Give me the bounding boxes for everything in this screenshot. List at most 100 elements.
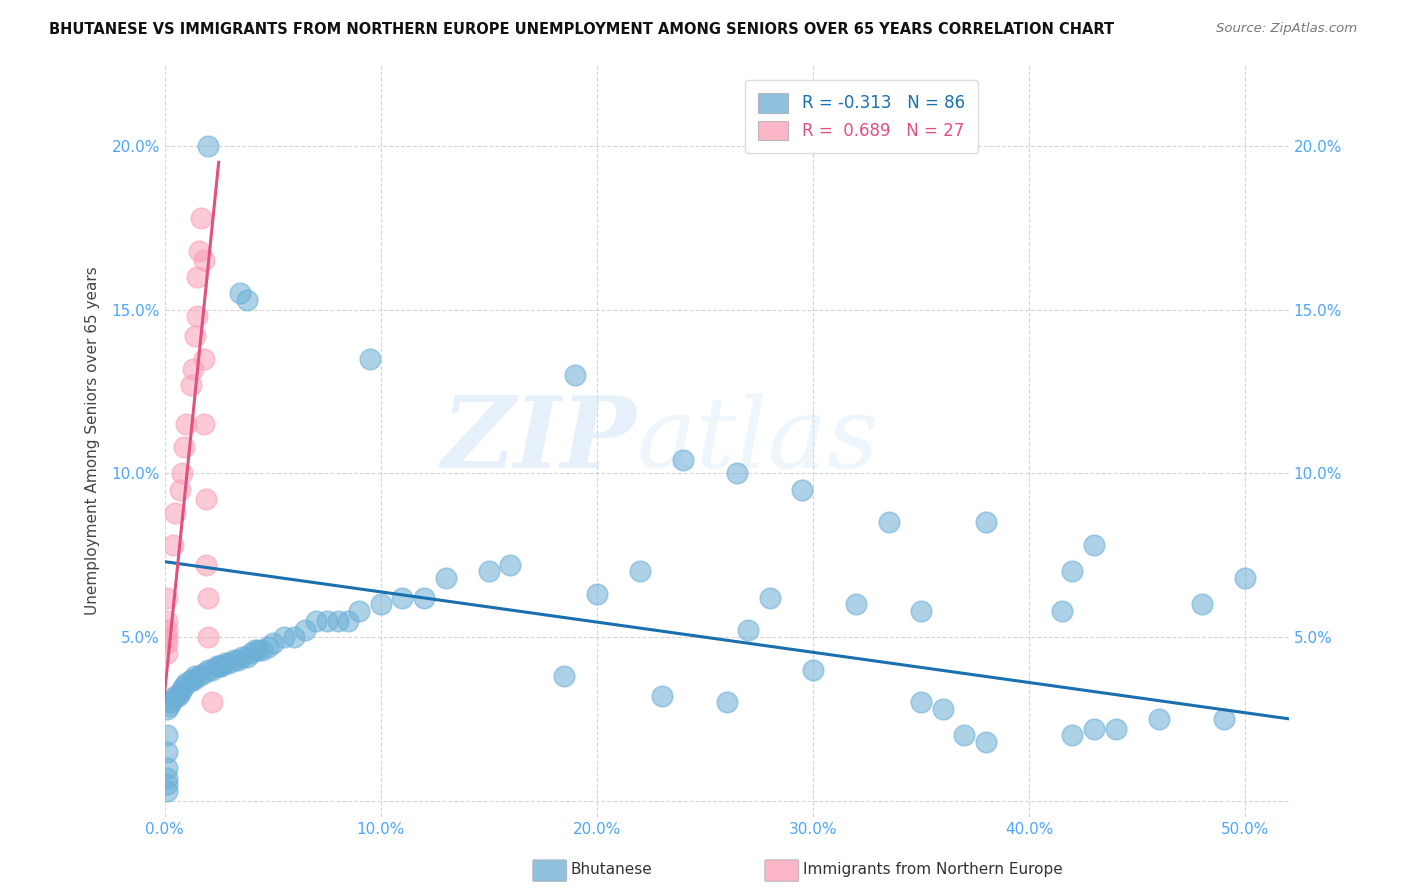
Point bbox=[156, 745, 179, 759]
Point bbox=[181, 673, 204, 687]
Point bbox=[162, 538, 184, 552]
Point bbox=[170, 467, 193, 481]
Point bbox=[370, 597, 392, 611]
Point bbox=[413, 591, 436, 605]
Point bbox=[845, 597, 868, 611]
Point bbox=[194, 492, 217, 507]
Text: Immigrants from Northern Europe: Immigrants from Northern Europe bbox=[803, 863, 1063, 877]
Point bbox=[628, 565, 651, 579]
Point bbox=[184, 328, 207, 343]
Point bbox=[186, 269, 208, 284]
Point bbox=[156, 624, 179, 638]
Point bbox=[434, 571, 457, 585]
Point bbox=[184, 669, 207, 683]
Point bbox=[209, 659, 232, 673]
Point bbox=[283, 630, 305, 644]
Point bbox=[165, 506, 187, 520]
Point bbox=[173, 679, 195, 693]
Point bbox=[174, 675, 197, 690]
Point bbox=[156, 761, 179, 775]
Point bbox=[169, 685, 191, 699]
Point bbox=[273, 630, 295, 644]
Point bbox=[305, 614, 328, 628]
Point bbox=[201, 663, 224, 677]
Point bbox=[792, 483, 814, 497]
Point bbox=[315, 614, 337, 628]
Point bbox=[236, 293, 259, 307]
Point bbox=[193, 253, 215, 268]
Y-axis label: Unemployment Among Seniors over 65 years: Unemployment Among Seniors over 65 years bbox=[86, 266, 100, 615]
Point bbox=[651, 689, 673, 703]
Point bbox=[157, 698, 180, 713]
Point bbox=[156, 728, 179, 742]
Point bbox=[326, 614, 349, 628]
Point bbox=[201, 695, 224, 709]
Point bbox=[337, 614, 360, 628]
Point bbox=[188, 669, 211, 683]
Text: Source: ZipAtlas.com: Source: ZipAtlas.com bbox=[1216, 22, 1357, 36]
Point bbox=[250, 643, 273, 657]
Point bbox=[180, 673, 202, 687]
Point bbox=[294, 624, 316, 638]
Point bbox=[229, 286, 252, 301]
Point bbox=[156, 784, 179, 798]
Point bbox=[877, 516, 900, 530]
Point bbox=[197, 591, 219, 605]
Point bbox=[166, 689, 188, 703]
Text: ZIP: ZIP bbox=[441, 392, 637, 489]
Point bbox=[245, 643, 267, 657]
Point bbox=[231, 649, 253, 664]
Point bbox=[725, 467, 748, 481]
Point bbox=[1147, 712, 1170, 726]
Point bbox=[953, 728, 976, 742]
Point bbox=[257, 640, 280, 654]
Point bbox=[1234, 571, 1257, 585]
Point bbox=[1062, 565, 1084, 579]
Point bbox=[181, 361, 204, 376]
Point bbox=[391, 591, 413, 605]
Point bbox=[246, 643, 269, 657]
Point bbox=[801, 663, 824, 677]
Legend: R = -0.313   N = 86, R =  0.689   N = 27: R = -0.313 N = 86, R = 0.689 N = 27 bbox=[745, 80, 979, 153]
Point bbox=[156, 591, 179, 605]
Point bbox=[759, 591, 782, 605]
Text: BHUTANESE VS IMMIGRANTS FROM NORTHERN EUROPE UNEMPLOYMENT AMONG SENIORS OVER 65 : BHUTANESE VS IMMIGRANTS FROM NORTHERN EU… bbox=[49, 22, 1115, 37]
Point bbox=[174, 417, 197, 432]
Point bbox=[910, 604, 932, 618]
Point bbox=[156, 636, 179, 650]
Point bbox=[197, 139, 219, 153]
Point bbox=[194, 558, 217, 572]
Point bbox=[226, 653, 249, 667]
Point bbox=[156, 630, 179, 644]
Point bbox=[716, 695, 738, 709]
Point bbox=[236, 649, 259, 664]
Point bbox=[190, 211, 212, 225]
Point bbox=[180, 377, 202, 392]
Point bbox=[974, 735, 997, 749]
Point bbox=[262, 636, 284, 650]
Point bbox=[672, 453, 695, 467]
Point bbox=[1104, 722, 1126, 736]
Point bbox=[170, 682, 193, 697]
Point bbox=[208, 659, 231, 673]
Point bbox=[156, 702, 179, 716]
Point bbox=[214, 656, 236, 670]
Point bbox=[1191, 597, 1213, 611]
Point bbox=[910, 695, 932, 709]
Point bbox=[193, 417, 215, 432]
Point bbox=[359, 351, 381, 366]
Point bbox=[974, 516, 997, 530]
Point bbox=[156, 646, 179, 660]
Point bbox=[478, 565, 501, 579]
Point bbox=[205, 659, 228, 673]
Point bbox=[1083, 538, 1105, 552]
Point bbox=[197, 663, 219, 677]
Point bbox=[156, 771, 179, 785]
Point bbox=[165, 689, 187, 703]
Point bbox=[193, 665, 215, 680]
Point bbox=[169, 483, 191, 497]
Point bbox=[186, 309, 208, 323]
Text: Bhutanese: Bhutanese bbox=[571, 863, 652, 877]
Point bbox=[932, 702, 955, 716]
Point bbox=[1212, 712, 1234, 726]
